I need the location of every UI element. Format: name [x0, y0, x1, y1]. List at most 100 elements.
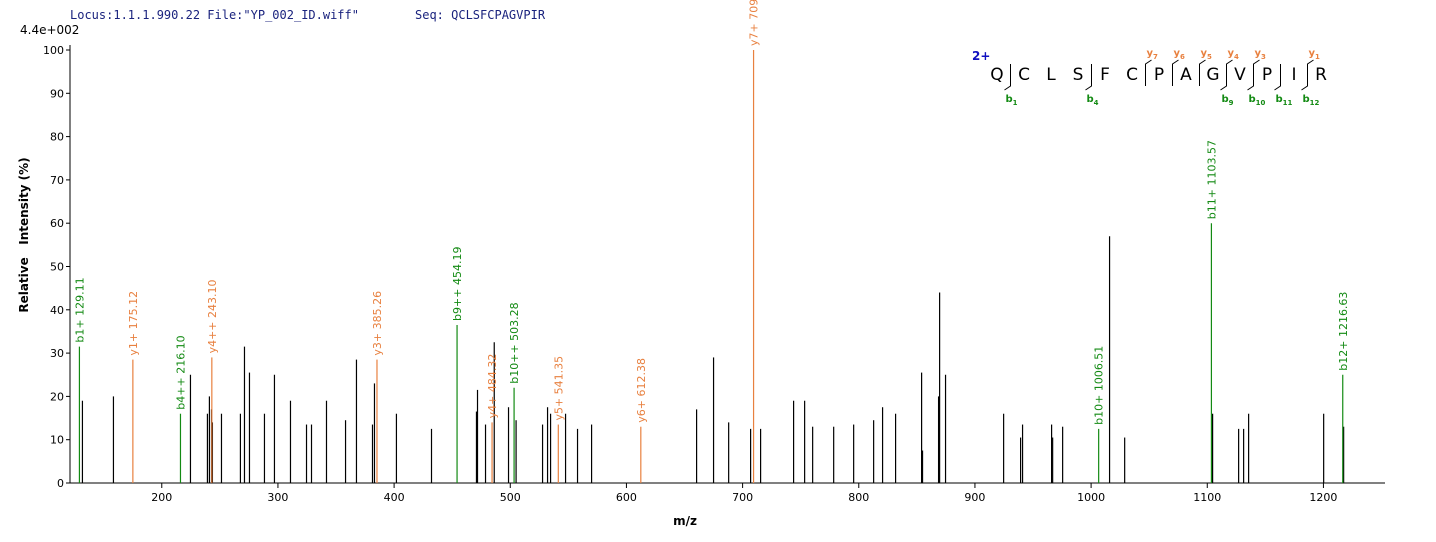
ion-number: 10 [1256, 99, 1266, 107]
x-tick-label: 600 [616, 491, 637, 504]
y-ion-mark [1172, 59, 1179, 86]
ion-letter: b [1303, 94, 1310, 105]
y-axis-label: Relative Intensity (%) [17, 157, 31, 312]
ion-label: y4 [1228, 48, 1240, 61]
residue: I [1291, 65, 1296, 85]
x-tick-label: 1200 [1309, 491, 1337, 504]
sequence-text: Seq: QCLSFCPAGVPIR [415, 8, 546, 22]
peak-label: y4++ 243.10 [206, 279, 219, 353]
peak-label: y5+ 541.35 [552, 356, 565, 421]
peak-label: y4+ 484.32 [486, 354, 499, 419]
residue: S [1073, 65, 1084, 85]
x-tick-label: 1100 [1193, 491, 1221, 504]
residue: P [1154, 65, 1164, 85]
y-tick-label: 90 [50, 87, 64, 100]
x-tick-label: 800 [848, 491, 869, 504]
y-tick-label: 80 [50, 131, 64, 144]
ion-letter: b [1276, 94, 1283, 105]
x-tick-label: 200 [151, 491, 172, 504]
b-ion-mark [1274, 64, 1281, 91]
residue: C [1018, 65, 1030, 85]
ion-letter: y [1201, 48, 1208, 59]
ion-number: 1 [1013, 99, 1018, 107]
peak-label: b10++ 503.28 [508, 302, 521, 383]
ion-letter: y [1255, 48, 1262, 59]
scale-label: 4.4e+002 [20, 23, 79, 37]
x-tick-label: 700 [732, 491, 753, 504]
ion-number: 9 [1229, 99, 1234, 107]
residue: V [1234, 65, 1246, 85]
y-tick-label: 40 [50, 304, 64, 317]
b-ion-mark [1301, 64, 1308, 91]
x-tick-label: 900 [964, 491, 985, 504]
y-tick-label: 100 [43, 44, 64, 57]
y-ion-mark [1253, 59, 1260, 86]
ion-label: y6 [1174, 48, 1186, 61]
peak-label: b10+ 1006.51 [1093, 346, 1106, 425]
ion-label: b11 [1276, 94, 1293, 107]
ion-label: b12 [1303, 94, 1320, 107]
residue: P [1262, 65, 1272, 85]
residue: G [1206, 65, 1219, 85]
y-tick-label: 0 [57, 477, 64, 490]
ion-number: 1 [1315, 53, 1320, 61]
b-ion-mark [1004, 64, 1011, 91]
x-tick-label: 500 [500, 491, 521, 504]
ion-label: y5 [1201, 48, 1213, 61]
y-tick-label: 70 [50, 174, 64, 187]
ion-number: 4 [1234, 53, 1239, 61]
ion-letter: b [1222, 94, 1229, 105]
residue: F [1100, 65, 1110, 85]
peak-label: b11+ 1103.57 [1205, 140, 1218, 219]
ion-label: y1 [1309, 48, 1321, 61]
residue: C [1126, 65, 1138, 85]
ion-number: 7 [1153, 53, 1158, 61]
ion-letter: b [1087, 94, 1094, 105]
residue: A [1180, 65, 1192, 85]
ion-number: 5 [1207, 53, 1212, 61]
residue: R [1315, 65, 1327, 85]
peak-label: b12+ 1216.63 [1337, 292, 1350, 371]
residue: Q [990, 65, 1003, 85]
x-axis-label: m/z [673, 514, 697, 528]
y-tick-label: 60 [50, 217, 64, 230]
ion-label: b9 [1222, 94, 1234, 107]
locus-text: Locus:1.1.1.990.22 File:"YP_002_ID.wiff" [70, 8, 359, 22]
ion-letter: y [1147, 48, 1154, 59]
peak-label: b1+ 129.11 [73, 277, 86, 342]
ion-letter: y [1174, 48, 1181, 59]
ion-letter: y [1228, 48, 1235, 59]
peak-label: y7+ 709.44 [748, 0, 761, 46]
ion-letter: b [1249, 94, 1256, 105]
peak-label: b9++ 454.19 [451, 247, 464, 321]
x-tick-label: 300 [267, 491, 288, 504]
ion-label: y7 [1147, 48, 1159, 61]
ion-label: y3 [1255, 48, 1267, 61]
peak-label: y6+ 612.38 [635, 358, 648, 423]
residue: L [1046, 65, 1056, 85]
y-ion-mark [1226, 59, 1233, 86]
b-ion-mark [1085, 64, 1092, 91]
x-tick-label: 1000 [1077, 491, 1105, 504]
y-ion-mark [1145, 59, 1152, 86]
y-tick-label: 30 [50, 347, 64, 360]
b-ion-mark [1247, 64, 1254, 91]
y-ion-mark [1307, 59, 1314, 86]
peak-label: y1+ 175.12 [127, 291, 140, 356]
ion-letter: y [1309, 48, 1316, 59]
y-tick-label: 50 [50, 261, 64, 274]
ion-letter: b [1006, 94, 1013, 105]
ion-number: 11 [1283, 99, 1293, 107]
ion-number: 3 [1261, 53, 1266, 61]
ion-label: b4 [1087, 94, 1099, 107]
x-tick-label: 400 [384, 491, 405, 504]
peak-label: b4++ 216.10 [174, 335, 187, 409]
b-ion-mark [1220, 64, 1227, 91]
y-tick-label: 20 [50, 390, 64, 403]
charge-label: 2+ [972, 49, 990, 63]
ion-label: b1 [1006, 94, 1018, 107]
y-tick-label: 10 [50, 434, 64, 447]
ion-number: 6 [1180, 53, 1185, 61]
